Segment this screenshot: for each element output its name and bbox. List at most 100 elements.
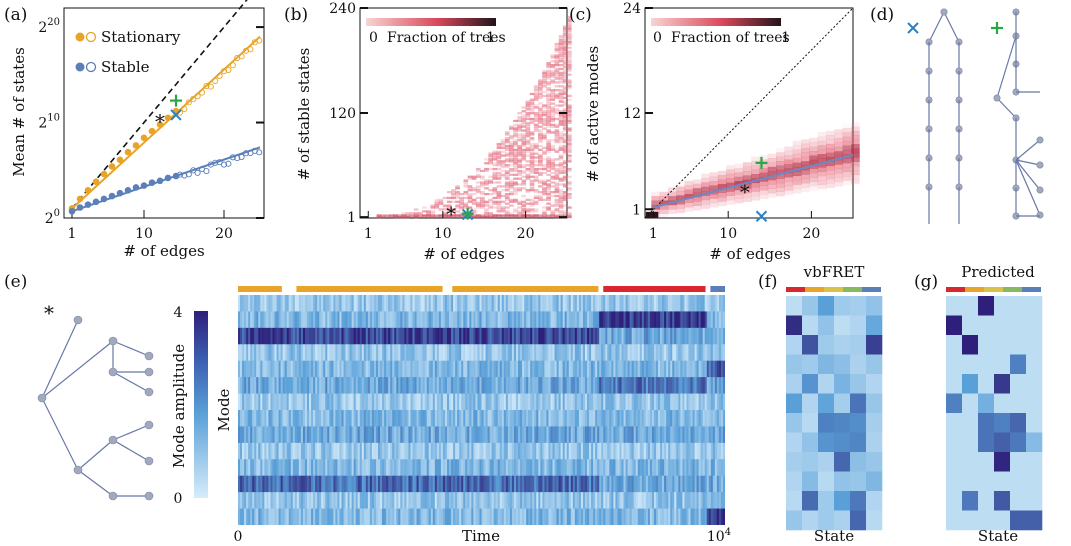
heat-cell-b [475,181,481,184]
mode-cell-e [623,475,626,493]
mode-cell-e [428,360,432,378]
mode-cell-e [369,442,373,460]
mode-cell-e [548,442,551,460]
mode-cell-e [542,508,545,525]
mode-cell-e [530,344,533,362]
mode-cell-e [670,377,673,394]
mode-cell-e [302,311,306,329]
mode-cell-e [278,377,282,394]
mode-cell-e [475,410,478,427]
heat-cell-b [558,115,564,119]
mode-cell-e [570,426,574,444]
mode-cell-e [240,393,243,411]
mode-cell-e [716,360,720,378]
mode-cell-e [704,393,708,411]
heat-cell-c [817,145,827,150]
mode-cell-e [507,311,511,329]
heat-cell-b [525,133,531,136]
heat-cell-b [538,179,543,182]
mode-cell-e [309,426,312,444]
mode-cell-e [513,344,517,362]
y-axis-label-b: # of stable states [295,48,313,181]
mode-cell-e [335,311,338,329]
mode-cell-e [617,360,620,378]
heat-cell-b [471,177,477,180]
mode-cell-e [440,475,444,493]
heat-cell-b [542,135,547,138]
heat-cell-b [550,92,556,96]
mode-cell-e [540,426,543,444]
heat-cell-b [546,198,551,201]
mode-cell-e [252,459,255,477]
mode-cell-e [424,492,428,509]
mode-cell-e [341,377,344,394]
mode-cell-e [584,344,588,362]
mode-cell-e [708,377,712,394]
mode-cell-e [442,377,446,394]
heat-cell-b [538,110,543,113]
heat-cell-c [776,161,785,166]
mode-cell-e [345,459,348,477]
mode-cell-e [487,410,491,427]
heat-cell-b [554,131,560,134]
heat-cell-b [562,85,568,88]
mode-cell-e [601,508,604,525]
mode-cell-e [242,393,245,411]
heat-cell-c [784,177,794,182]
mode-cell-e [710,344,714,362]
mode-cell-e [254,492,257,509]
mode-cell-e [550,377,553,394]
mode-cell-e [367,377,371,394]
mode-cell-e [710,410,714,427]
mode-cell-e [432,410,436,427]
heat-cell-b [567,212,572,215]
mode-cell-e [402,426,405,444]
mode-cell-e [282,311,286,329]
mode-cell-e [572,360,576,378]
mode-cell-e [572,410,576,427]
mode-cell-e [386,492,389,509]
heat-cell-c [801,178,810,184]
mode-cell-e [282,327,286,345]
mode-cell-e [378,459,381,477]
mode-cell-e [436,410,440,427]
heat-cell-b [550,73,556,76]
mode-cell-e [252,475,255,493]
mode-cell-e [430,393,434,411]
heat-cell-b [430,212,436,215]
mode-cell-e [595,360,598,378]
heat-cell-c [826,157,835,162]
heat-cell-b [562,191,568,194]
mode-cell-e [457,344,460,362]
heat-cell-b [509,144,514,148]
heat-cell-b [554,85,560,88]
mode-cell-e [250,393,253,411]
heat-cell-b [525,148,531,151]
mode-cell-e [298,344,302,362]
heat-cell-c [792,149,802,155]
mode-cell-e [363,344,367,362]
heat-cell-c [826,135,835,140]
mode-cell-e [485,442,488,460]
mode-cell-e [631,426,635,444]
heat-base-cell-b [413,214,419,218]
heat-cell-b [500,175,506,178]
mode-cell-e [408,295,411,312]
mode-cell-e [627,459,631,477]
mode-cell-e [442,459,446,477]
mode-cell-e [495,295,499,312]
mode-cell-e [714,442,718,460]
mode-cell-e [556,410,560,427]
mode-cell-e [700,393,704,411]
mode-cell-e [635,442,639,460]
mode-cell-e [290,492,294,509]
mode-cell-e [639,327,643,345]
mode-cell-e [461,327,464,345]
mode-cell-e [568,393,572,411]
mode-cell-e [686,344,689,362]
heat-base-cell-b [417,214,423,218]
mode-cell-e [643,492,647,509]
mode-cell-e [536,459,539,477]
mode-cell-e [662,442,665,460]
mode-cell-e [672,426,675,444]
